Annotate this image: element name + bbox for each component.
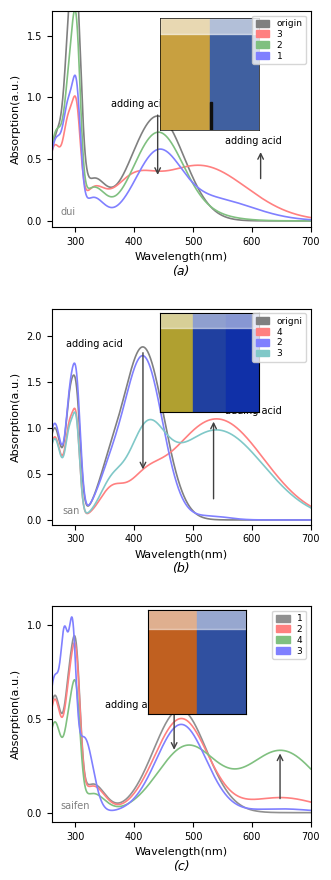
Text: (c): (c) [173,860,190,873]
Text: adding acid: adding acid [105,700,162,709]
Legend: origni, 4, 2, 3: origni, 4, 2, 3 [252,313,306,362]
Text: adding acid: adding acid [225,136,282,146]
Text: (b): (b) [172,562,190,575]
Text: adding acid: adding acid [111,99,167,109]
Y-axis label: Absorption(a.u.): Absorption(a.u.) [11,74,21,165]
Legend: origin, 3, 2, 1: origin, 3, 2, 1 [252,16,306,64]
Legend: 1, 2, 4, 3: 1, 2, 4, 3 [272,611,306,659]
Text: san: san [62,505,80,516]
Text: dui: dui [61,207,76,216]
Text: (a): (a) [172,265,190,277]
Y-axis label: Absorption(a.u.): Absorption(a.u.) [11,371,21,462]
Text: saifen: saifen [61,801,90,810]
Text: adding acid: adding acid [225,407,282,416]
Text: adding acid: adding acid [67,339,123,349]
X-axis label: Wavelength(nm): Wavelength(nm) [135,847,228,857]
Y-axis label: Absorption(a.u.): Absorption(a.u.) [11,669,21,759]
X-axis label: Wavelength(nm): Wavelength(nm) [135,253,228,262]
X-axis label: Wavelength(nm): Wavelength(nm) [135,550,228,560]
